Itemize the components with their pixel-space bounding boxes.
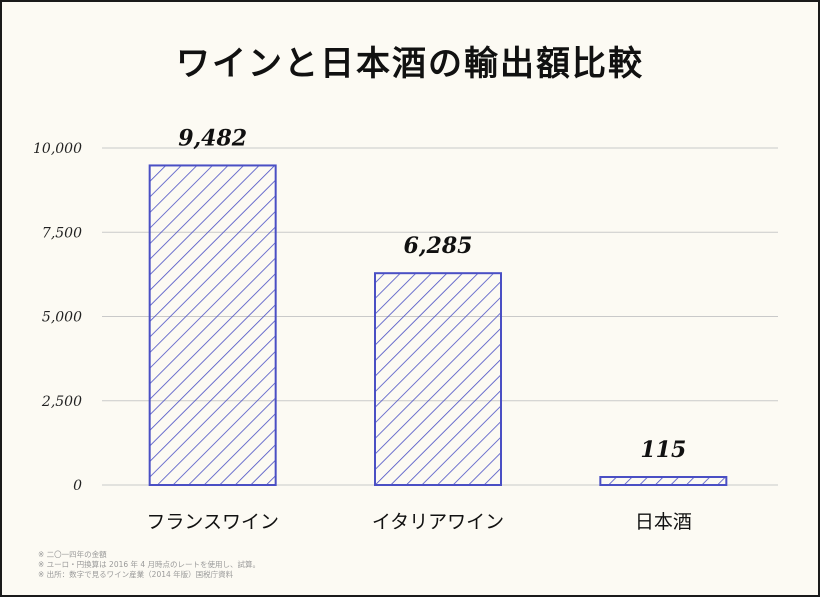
data-label: 9,482 — [178, 125, 247, 151]
footnote: ※ 二〇一四年の金額 — [38, 550, 107, 559]
data-label: 115 — [640, 437, 686, 463]
y-tick-label: 7,500 — [42, 225, 82, 241]
y-axis: 0 2,500 5,000 7,500 10,000 — [33, 141, 82, 494]
x-tick-label: イタリアワイン — [372, 511, 504, 533]
footnotes: ※ 二〇一四年の金額 ※ ユーロ・円換算は 2016 年 4 月時点のレートを使… — [38, 550, 260, 580]
data-labels: 9,482 6,285 115 — [178, 125, 686, 463]
x-tick-label: フランスワイン — [146, 511, 279, 533]
bar — [148, 164, 277, 486]
bar — [374, 272, 502, 486]
y-tick-label: 0 — [73, 478, 82, 494]
footnote: ※ ユーロ・円換算は 2016 年 4 月時点のレートを使用し、試算。 — [38, 560, 261, 569]
x-axis: フランスワイン イタリアワイン 日本酒 — [146, 511, 691, 533]
data-label: 6,285 — [404, 233, 473, 259]
y-tick-label: 2,500 — [41, 394, 82, 410]
bars — [148, 164, 728, 486]
x-tick-label: 日本酒 — [635, 511, 692, 533]
bar — [599, 476, 728, 486]
footnote: ※ 出所：数字で見るワイン産業（2014 年版）国税庁資料 — [38, 570, 234, 579]
y-tick-label: 5,000 — [42, 310, 82, 326]
chart-title: ワインと日本酒の輸出額比較 — [176, 44, 644, 84]
y-tick-label: 10,000 — [33, 141, 82, 157]
